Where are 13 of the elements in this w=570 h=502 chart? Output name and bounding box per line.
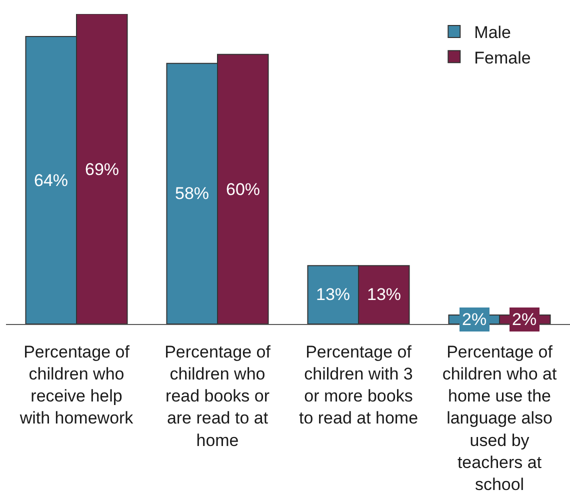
- data-label: 2%: [512, 310, 537, 329]
- x-tick-label: Percentage of children who receive help with homework: [18, 342, 134, 428]
- legend-label: Male: [474, 23, 512, 42]
- x-tick-label: Percentage of children with 3 or more books to read at home: [298, 342, 418, 428]
- data-label: 58%: [175, 184, 210, 203]
- legend-label: Female: [474, 48, 531, 68]
- x-tick-label: Percentage of children who read books or are read to at home: [164, 342, 271, 450]
- data-label: 64%: [34, 171, 68, 190]
- data-label: 13%: [367, 285, 402, 304]
- x-tick-label: Percentage of children who at home use the language also used by teachers at school: [442, 342, 557, 494]
- data-label: 69%: [85, 160, 120, 179]
- data-label: 60%: [226, 180, 260, 199]
- data-label: 13%: [316, 285, 350, 304]
